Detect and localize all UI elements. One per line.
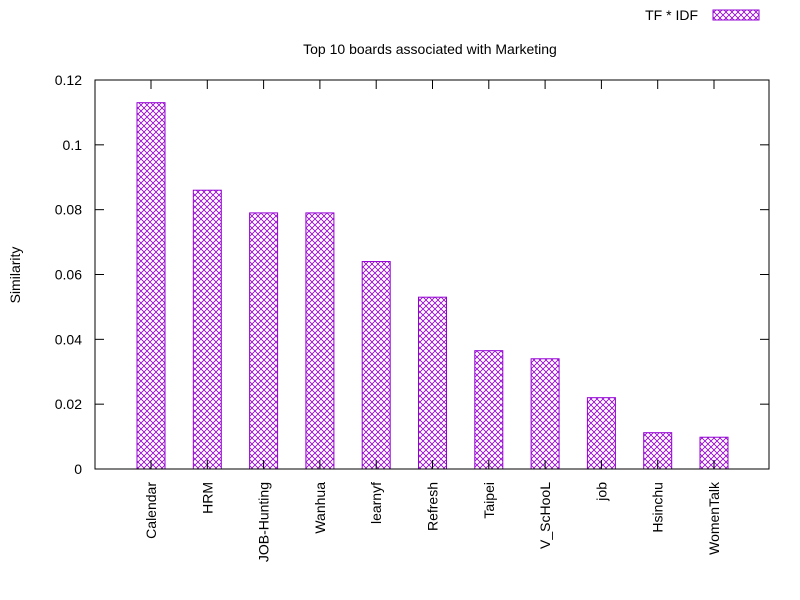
x-tick-label: Taipei bbox=[481, 482, 497, 519]
plot-frame bbox=[94, 79, 770, 470]
y-axis: 0 0.02 0.04 0.06 0.08 0.1 0.12 bbox=[55, 72, 769, 477]
x-tick-label: Hsinchu bbox=[650, 482, 666, 533]
bar bbox=[192, 189, 222, 470]
y-tick-label: 0.04 bbox=[55, 331, 82, 347]
bar bbox=[249, 212, 279, 470]
y-tick-label: 0.08 bbox=[55, 202, 82, 218]
legend-label: TF * IDF bbox=[645, 7, 698, 23]
x-tick-label: learnyf bbox=[368, 482, 384, 524]
bar bbox=[586, 397, 616, 470]
y-axis-label: Similarity bbox=[7, 247, 23, 304]
bar bbox=[474, 350, 504, 470]
bar bbox=[418, 296, 447, 470]
x-tick-label: job bbox=[593, 482, 609, 502]
x-axis-ticks: Calendar HRM JOB-Hunting Wanhua learnyf Refre… bbox=[143, 80, 722, 562]
bar bbox=[361, 261, 391, 470]
bar bbox=[305, 212, 335, 470]
x-tick-label: Calendar bbox=[143, 482, 159, 539]
bar bbox=[136, 102, 166, 470]
bars bbox=[136, 102, 729, 470]
y-tick-label: 0.06 bbox=[55, 267, 82, 283]
y-tick-label: 0.1 bbox=[63, 137, 83, 153]
y-tick-label: 0 bbox=[74, 461, 82, 477]
x-tick-label: WomenTalk bbox=[706, 481, 722, 555]
legend-swatch bbox=[712, 9, 760, 21]
x-tick-label: Wanhua bbox=[312, 482, 328, 534]
x-tick-label: Refresh bbox=[425, 482, 441, 531]
y-tick-label: 0.12 bbox=[55, 72, 82, 88]
legend: TF * IDF bbox=[645, 7, 760, 23]
y-tick-label: 0.02 bbox=[55, 396, 82, 412]
x-tick-label: HRM bbox=[199, 482, 215, 514]
chart-title: Top 10 boards associated with Marketing bbox=[303, 41, 557, 57]
bar bbox=[530, 358, 560, 470]
x-tick-label: JOB-Hunting bbox=[256, 482, 272, 562]
x-tick-label: V_ScHooL bbox=[537, 482, 553, 549]
